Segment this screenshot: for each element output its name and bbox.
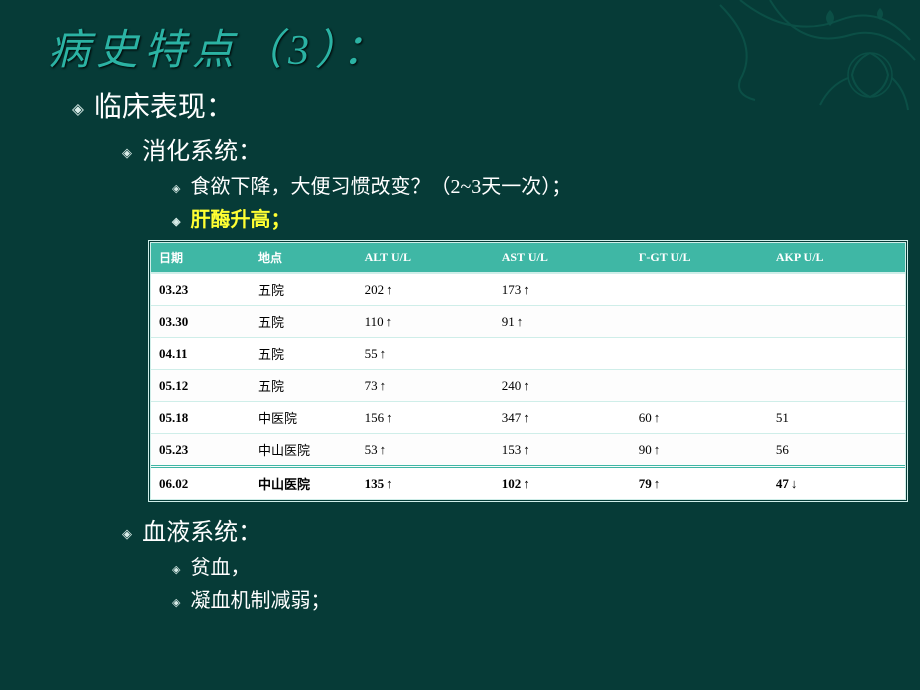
table-cell xyxy=(631,370,768,402)
table-cell: 五院 xyxy=(250,370,357,402)
liver-enzyme-table: 日期 地点 ALT U/L AST U/L Γ-GT U/L AKP U/L 0… xyxy=(148,240,908,502)
col-date: 日期 xyxy=(151,243,250,273)
table-row: 03.30五院11091 xyxy=(151,306,905,338)
table-cell: 51 xyxy=(768,402,905,434)
table-cell: 110 xyxy=(357,306,494,338)
table-cell: 五院 xyxy=(250,338,357,370)
table-cell: 47 xyxy=(768,467,905,500)
table-cell: 五院 xyxy=(250,273,357,306)
table-cell: 06.02 xyxy=(151,467,250,500)
table-cell: 90 xyxy=(631,434,768,467)
table-cell: 中山医院 xyxy=(250,434,357,467)
table-cell xyxy=(768,370,905,402)
table-cell: 03.30 xyxy=(151,306,250,338)
table-cell: 202 xyxy=(357,273,494,306)
table-cell: 73 xyxy=(357,370,494,402)
table-cell: 135 xyxy=(357,467,494,500)
table-cell: 五院 xyxy=(250,306,357,338)
table-cell: 153 xyxy=(494,434,631,467)
heading-blood: 血液系统： xyxy=(122,512,876,547)
table-cell: 05.23 xyxy=(151,434,250,467)
table-body: 03.23五院20217303.30五院1109104.11五院5505.12五… xyxy=(151,273,905,499)
table-cell: 05.12 xyxy=(151,370,250,402)
table-header-row: 日期 地点 ALT U/L AST U/L Γ-GT U/L AKP U/L xyxy=(151,243,905,273)
heading-clinical: 临床表现： xyxy=(72,85,876,125)
table-cell: 79 xyxy=(631,467,768,500)
table-cell: 156 xyxy=(357,402,494,434)
col-ggt: Γ-GT U/L xyxy=(631,243,768,273)
slide-content: 临床表现： 消化系统： 食欲下降，大便习惯改变？（2~3天一次）； 肝酶升高； … xyxy=(0,85,920,613)
table-cell: 53 xyxy=(357,434,494,467)
heading-digestive: 消化系统： xyxy=(122,131,876,166)
table-row: 05.18中医院1563476051 xyxy=(151,402,905,434)
col-place: 地点 xyxy=(250,243,357,273)
blood-item-1: 贫血， xyxy=(172,551,876,580)
table-cell: 55 xyxy=(357,338,494,370)
digestive-item-1: 食欲下降，大便习惯改变？（2~3天一次）； xyxy=(172,170,876,199)
table-cell: 347 xyxy=(494,402,631,434)
table-cell xyxy=(768,273,905,306)
table-row: 03.23五院202173 xyxy=(151,273,905,306)
slide-title: 病史特点（3）： xyxy=(0,0,920,85)
col-alt: ALT U/L xyxy=(357,243,494,273)
table-row: 05.12五院73240 xyxy=(151,370,905,402)
table-cell: 中山医院 xyxy=(250,467,357,500)
table-cell xyxy=(631,273,768,306)
table-cell xyxy=(631,306,768,338)
table-cell: 240 xyxy=(494,370,631,402)
table-cell: 173 xyxy=(494,273,631,306)
table-cell: 102 xyxy=(494,467,631,500)
table-cell: 60 xyxy=(631,402,768,434)
table-cell: 03.23 xyxy=(151,273,250,306)
col-akp: AKP U/L xyxy=(768,243,905,273)
table-row: 04.11五院55 xyxy=(151,338,905,370)
table-cell: 91 xyxy=(494,306,631,338)
table-cell xyxy=(494,338,631,370)
table-cell xyxy=(768,338,905,370)
table-cell: 56 xyxy=(768,434,905,467)
table-cell: 04.11 xyxy=(151,338,250,370)
table-row: 06.02中山医院1351027947 xyxy=(151,467,905,500)
blood-item-2: 凝血机制减弱； xyxy=(172,584,876,613)
table-cell: 05.18 xyxy=(151,402,250,434)
table-cell: 中医院 xyxy=(250,402,357,434)
col-ast: AST U/L xyxy=(494,243,631,273)
digestive-item-2-highlight: 肝酶升高； xyxy=(172,203,876,232)
table-row: 05.23中山医院531539056 xyxy=(151,434,905,467)
table-cell xyxy=(631,338,768,370)
table-cell xyxy=(768,306,905,338)
